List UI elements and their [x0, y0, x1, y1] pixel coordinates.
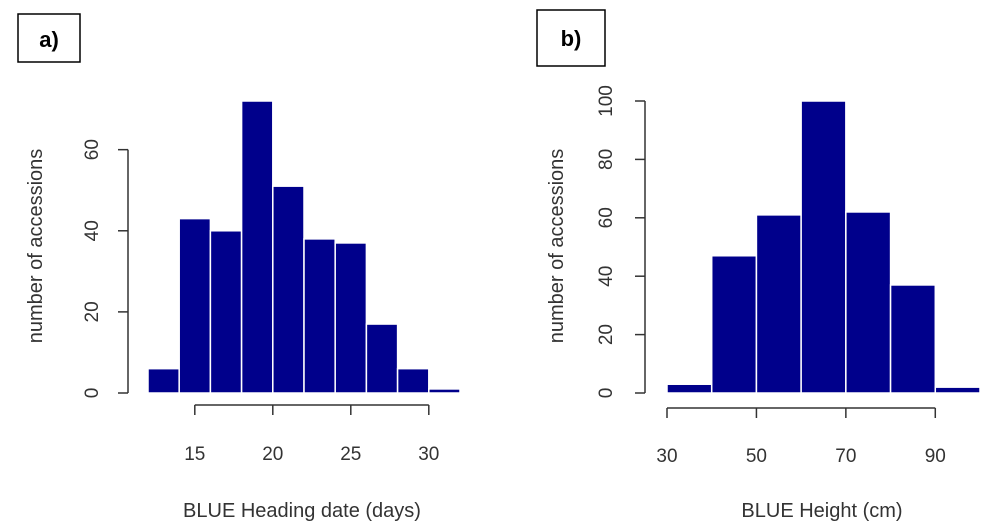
bar-a-1 [178, 217, 212, 394]
bar-a-4 [272, 185, 305, 394]
x-tick-label-b-3: 90 [925, 446, 946, 467]
y-tick-label-a-2: 40 [82, 220, 103, 241]
x-tick-label-b-2: 70 [835, 446, 856, 467]
y-tick-label-b-0: 0 [596, 388, 617, 399]
x-tick-label-a-1: 20 [262, 444, 283, 465]
panel-a-label: a) [39, 27, 59, 52]
y-tick-label-b-4: 80 [596, 149, 617, 170]
bar-a-6 [334, 242, 368, 394]
bar-a-3 [240, 100, 274, 394]
x-axis-label-b: BLUE Height (cm) [741, 500, 902, 522]
y-tick-label-a-3: 60 [82, 139, 103, 160]
y-tick-label-a-1: 20 [82, 301, 103, 322]
bar-a-9 [428, 388, 461, 394]
panel-a: a) 15 20 25 30 0 20 40 60 BLUE Heading date (d… [17, 13, 461, 522]
bar-b-5 [889, 284, 937, 394]
x-tick-label-a-0: 15 [184, 444, 205, 465]
x-tick-label-a-2: 25 [340, 444, 361, 465]
panel-b-label-box [536, 9, 606, 67]
bars-a [147, 100, 461, 394]
y-axis-b: 0 20 40 60 80 100 [596, 85, 646, 399]
y-axis-label-b: number of accessions [546, 149, 568, 344]
bar-b-6 [934, 386, 981, 394]
bar-b-3 [800, 100, 847, 394]
bars-b [666, 100, 981, 394]
y-axis-label-a: number of accessions [25, 149, 47, 344]
y-tick-label-b-1: 20 [596, 324, 617, 345]
bar-b-1 [710, 255, 758, 394]
bar-a-8 [396, 367, 430, 394]
y-tick-label-b-5: 100 [596, 85, 617, 117]
x-axis-a: 15 20 25 30 [184, 404, 439, 465]
y-axis-a: 0 20 40 60 [82, 139, 129, 399]
y-tick-label-b-3: 60 [596, 207, 617, 228]
bar-b-4 [845, 211, 892, 394]
x-tick-label-b-1: 50 [746, 446, 767, 467]
x-axis-b: 30 50 70 90 [656, 407, 946, 467]
y-tick-label-b-2: 40 [596, 266, 617, 287]
x-axis-label-a: BLUE Heading date (days) [183, 500, 421, 522]
bar-b-2 [755, 214, 802, 394]
y-tick-label-a-0: 0 [82, 388, 103, 399]
panel-b: b) 30 50 70 90 0 20 40 60 80 100 BLUE Height (cm… [536, 9, 981, 522]
bar-a-5 [303, 238, 336, 394]
bar-a-0 [147, 367, 180, 394]
panel-a-label-box [17, 13, 81, 63]
bar-a-7 [365, 323, 399, 394]
bar-b-0 [666, 383, 713, 394]
x-tick-label-b-0: 30 [656, 446, 677, 467]
bar-a-2 [209, 230, 243, 394]
panel-b-label: b) [561, 26, 582, 51]
x-tick-label-a-3: 30 [418, 444, 439, 465]
